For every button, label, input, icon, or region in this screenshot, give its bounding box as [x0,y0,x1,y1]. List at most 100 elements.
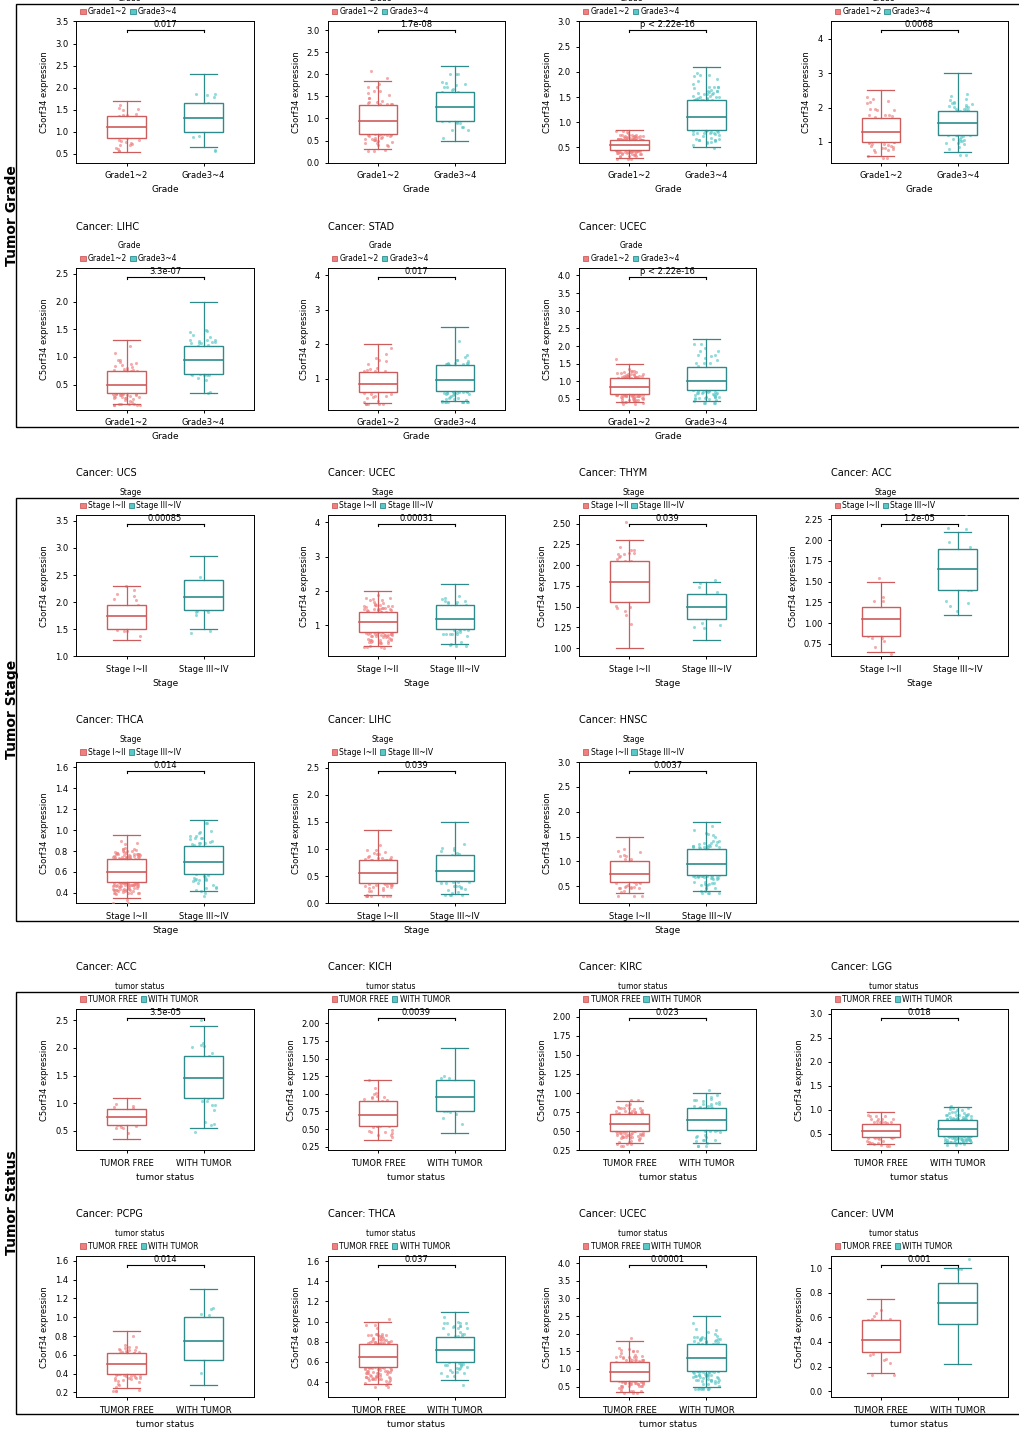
Point [951,136,967,159]
Point [882,1126,899,1149]
Point [709,857,726,880]
Point [460,92,476,115]
Point [961,1109,977,1132]
Point [687,1098,703,1121]
Point [366,364,382,387]
Point [693,1105,709,1128]
Point [204,344,220,367]
Point [116,377,132,400]
Point [685,76,701,99]
Y-axis label: C5orf34 expression: C5orf34 expression [543,1285,551,1367]
Point [622,133,638,156]
Point [634,1348,650,1371]
Point [690,365,706,388]
Point [871,1300,888,1323]
Point [706,1323,722,1346]
Point [113,384,129,407]
Point [616,374,633,397]
Point [359,613,375,636]
Point [121,373,138,396]
Point [709,1337,726,1360]
Point [365,385,381,408]
Point [958,1103,974,1126]
Bar [861,118,899,142]
Point [433,606,449,629]
Point [372,1347,388,1370]
Point [202,381,218,404]
Point [616,385,633,408]
Point [685,857,701,880]
Point [444,384,461,407]
Point [362,602,378,625]
Point [861,135,877,158]
Point [958,1121,974,1144]
Point [698,1118,714,1141]
Point [131,864,148,887]
Bar [609,560,648,602]
Point [112,876,128,898]
Point [123,851,140,874]
Point [613,142,630,165]
Point [613,1106,630,1129]
Point [877,1111,894,1134]
Point [623,138,639,160]
X-axis label: Stage: Stage [152,679,178,688]
Point [366,863,382,886]
Point [370,73,386,96]
Point [107,375,123,398]
Point [435,126,451,149]
Point [958,120,974,143]
Point [379,123,395,146]
Point [121,600,138,623]
Point [880,1134,897,1156]
Point [439,353,455,375]
Point [691,1112,707,1135]
Point [960,1247,976,1270]
Point [687,1098,703,1121]
Y-axis label: C5orf34 expression: C5orf34 expression [543,792,551,874]
Point [950,1121,966,1144]
Point [448,100,465,123]
Point [631,370,647,393]
Point [443,1346,460,1369]
Point [131,867,148,890]
Point [962,1123,978,1146]
Point [707,383,723,406]
Point [457,99,473,122]
Point [607,871,624,894]
Point [121,367,138,390]
Point [861,1343,877,1366]
Point [119,1344,136,1367]
Point [373,1350,389,1373]
Point [359,92,375,115]
Point [453,115,470,138]
Point [706,358,722,381]
Point [620,363,636,385]
Point [119,118,136,140]
Point [439,1323,455,1346]
Point [372,1347,388,1370]
Point [863,110,879,133]
Point [935,1116,952,1139]
Point [691,358,707,381]
Point [692,95,708,118]
Point [708,377,725,400]
Point [936,1118,953,1141]
Point [946,116,962,139]
Point [951,116,967,139]
Point [937,132,954,155]
Point [690,82,706,105]
Point [356,360,372,383]
Point [962,1113,978,1136]
Point [374,625,390,648]
Point [451,97,468,120]
Point [444,90,461,113]
Point [375,606,391,629]
Text: 1.2e-05: 1.2e-05 [903,514,934,523]
Point [360,623,376,646]
Point [459,363,475,385]
Point [446,860,463,883]
Point [124,858,141,881]
Point [611,373,628,396]
Point [702,1354,718,1377]
